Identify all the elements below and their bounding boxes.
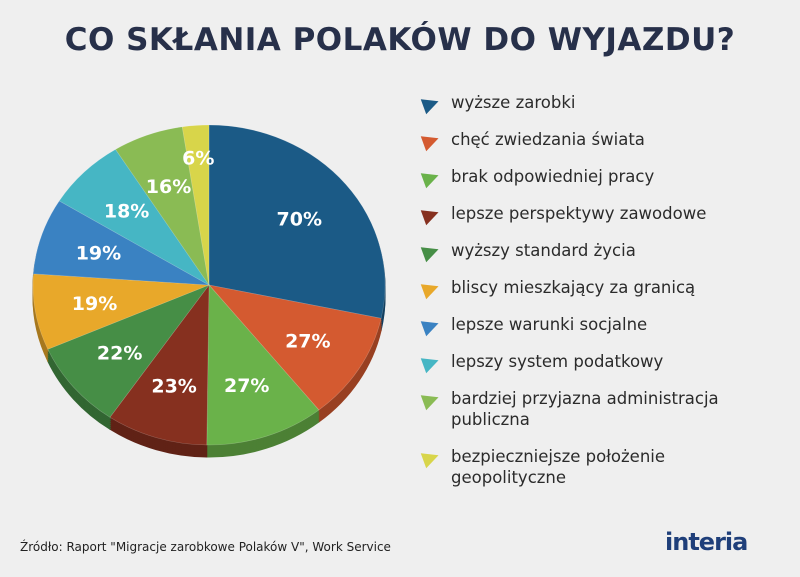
data-label: 16% <box>146 176 191 198</box>
legend-item: bardziej przyjazna administracja publicz… <box>420 388 793 430</box>
pie-slice-9 <box>181 124 210 286</box>
pie-slice-3 <box>109 284 210 446</box>
legend-marker-icon <box>420 315 442 337</box>
legend-label: wyższe zarobki <box>451 93 576 112</box>
legend-item: lepszy system podatkowy <box>420 351 793 374</box>
pie-slice-1 <box>208 284 382 411</box>
pie-slice-2 <box>206 284 320 446</box>
legend-item: brak odpowiedniej pracy <box>420 166 793 189</box>
legend-label: lepszy system podatkowy <box>451 352 664 371</box>
data-label: 18% <box>104 201 149 223</box>
legend: wyższe zarobki chęć zwiedzania świata brak… <box>420 92 793 504</box>
data-label: 6% <box>182 147 214 169</box>
pie-slice-8 <box>115 126 210 286</box>
legend-label: brak odpowiedniej pracy <box>451 167 655 186</box>
pie-slice-7 <box>58 149 210 286</box>
pie-slice-5 <box>32 273 210 350</box>
pie-slice-0 <box>208 124 386 319</box>
pie-slice-4 <box>47 284 210 418</box>
legend-label: lepsze perspektywy zawodowe <box>451 204 707 223</box>
source-note: Źródło: Raport "Migracje zarobkowe Polak… <box>20 540 391 554</box>
legend-marker-icon <box>420 389 442 411</box>
legend-label: bliscy mieszkający za granicą <box>451 278 696 297</box>
data-label: 19% <box>72 293 117 315</box>
legend-label: chęć zwiedzania świata <box>451 130 645 149</box>
legend-item: wyższe zarobki <box>420 92 793 115</box>
legend-item: bezpieczniejsze położenie geopolityczne <box>420 446 793 488</box>
legend-label: lepsze warunki socjalne <box>451 315 648 334</box>
interia-logo: interia <box>665 528 748 556</box>
legend-marker-icon <box>420 204 442 226</box>
legend-marker-icon <box>420 278 442 300</box>
legend-item: bliscy mieszkający za granicą <box>420 277 793 300</box>
data-label: 27% <box>285 330 330 352</box>
pie-chart: 70% 27% 27% 23% 22% 19% 19% 18% 16% 6% <box>32 124 386 458</box>
legend-marker-icon <box>420 447 442 469</box>
data-label: 27% <box>224 375 269 397</box>
pie-slice-6 <box>33 200 210 286</box>
legend-item: lepsze warunki socjalne <box>420 314 793 337</box>
data-label: 23% <box>151 376 196 398</box>
legend-marker-icon <box>420 241 442 263</box>
legend-item: chęć zwiedzania świata <box>420 129 793 152</box>
legend-item: wyższy standard życia <box>420 240 793 263</box>
data-label: 19% <box>76 243 121 265</box>
legend-item: lepsze perspektywy zawodowe <box>420 203 793 226</box>
legend-marker-icon <box>420 93 442 115</box>
legend-label: wyższy standard życia <box>451 241 636 260</box>
legend-marker-icon <box>420 352 442 374</box>
legend-label: bezpieczniejsze położenie geopolityczne <box>451 447 666 487</box>
data-label: 70% <box>277 209 322 231</box>
legend-marker-icon <box>420 167 442 189</box>
legend-marker-icon <box>420 130 442 152</box>
legend-label: bardziej przyjazna administracja publicz… <box>451 389 719 429</box>
chart-title: CO SKŁANIA POLAKÓW DO WYJAZDU? <box>64 22 736 58</box>
data-label: 22% <box>97 342 142 364</box>
